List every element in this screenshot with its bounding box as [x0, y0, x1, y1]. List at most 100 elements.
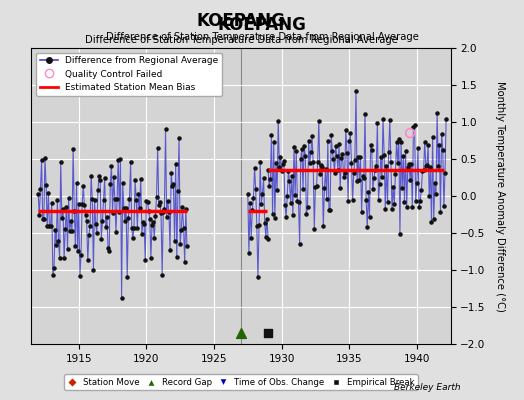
Point [435, 142, 443, 148]
Point [283, 193, 291, 200]
Point [114, 156, 123, 163]
Point [79, 183, 88, 190]
Point [287, 200, 295, 206]
Point [70, 208, 79, 214]
Point [339, 150, 347, 157]
Point [341, 169, 349, 176]
Point [307, 148, 315, 155]
Point [75, 273, 84, 279]
Point [319, 223, 328, 229]
Point [353, 178, 362, 184]
Point [284, 168, 292, 174]
Point [405, 161, 413, 168]
Point [80, 202, 89, 208]
Point [335, 141, 343, 148]
Point [92, 220, 100, 227]
Point [282, 214, 290, 220]
Point [296, 241, 304, 248]
Point [432, 190, 440, 197]
Point [301, 152, 310, 159]
Point [103, 214, 111, 220]
Point [272, 160, 280, 166]
Point [324, 138, 332, 145]
Point [115, 209, 124, 215]
Point [112, 229, 120, 236]
Point [126, 158, 135, 165]
Point [108, 210, 117, 216]
Point [257, 200, 266, 207]
Point [74, 201, 83, 207]
Point [317, 162, 325, 168]
Point [124, 215, 133, 221]
Point [343, 150, 351, 156]
Point [110, 174, 118, 180]
Point [135, 204, 144, 211]
Point [418, 168, 427, 174]
Point [427, 219, 435, 226]
Point [69, 146, 78, 152]
Point [161, 126, 170, 132]
Point [387, 159, 395, 166]
Point [155, 202, 163, 208]
Point [388, 206, 396, 212]
Point [51, 226, 59, 233]
Point [299, 186, 307, 192]
Point [269, 139, 278, 146]
Point [158, 272, 166, 278]
Point [167, 170, 176, 176]
Point [396, 230, 404, 237]
Legend: Station Move, Record Gap, Time of Obs. Change, Empirical Break: Station Move, Record Gap, Time of Obs. C… [64, 374, 418, 390]
Point [178, 204, 187, 211]
Point [139, 218, 147, 225]
Point [147, 255, 155, 261]
Point [81, 212, 90, 218]
Point [281, 202, 289, 209]
Point [34, 191, 42, 198]
Point [344, 198, 352, 204]
Point [280, 158, 288, 164]
Point [56, 255, 64, 261]
Point [347, 160, 356, 166]
Point [63, 246, 72, 252]
Point [302, 211, 311, 218]
Point [364, 189, 373, 196]
Point [66, 228, 74, 234]
Point [320, 184, 329, 191]
Point [96, 176, 104, 183]
Point [380, 152, 388, 158]
Point [398, 185, 407, 192]
Point [271, 214, 279, 221]
Point [102, 224, 110, 230]
Point [264, 236, 272, 242]
Point [433, 110, 441, 116]
Point [44, 190, 52, 196]
Point [254, 274, 262, 281]
Text: Berkeley Earth: Berkeley Earth [395, 383, 461, 392]
Point [78, 201, 86, 208]
Point [150, 234, 158, 241]
Point [180, 259, 189, 266]
Point [354, 154, 363, 161]
Point [425, 193, 433, 200]
Point [265, 183, 274, 190]
Point [182, 205, 190, 212]
Point [294, 199, 303, 205]
Point [258, 191, 267, 197]
Point [439, 146, 447, 153]
Point [252, 186, 260, 192]
Point [60, 255, 68, 262]
Point [355, 177, 364, 183]
Point [90, 197, 99, 203]
Point [381, 206, 389, 212]
Point [94, 187, 102, 194]
Point [330, 170, 339, 176]
Point [345, 138, 353, 145]
Text: KOEPANG: KOEPANG [196, 12, 286, 30]
Point [67, 217, 75, 224]
Point [333, 153, 341, 159]
Point [361, 111, 369, 117]
Point [61, 226, 70, 232]
Point [152, 194, 161, 200]
Point [322, 196, 331, 202]
Point [407, 160, 416, 167]
